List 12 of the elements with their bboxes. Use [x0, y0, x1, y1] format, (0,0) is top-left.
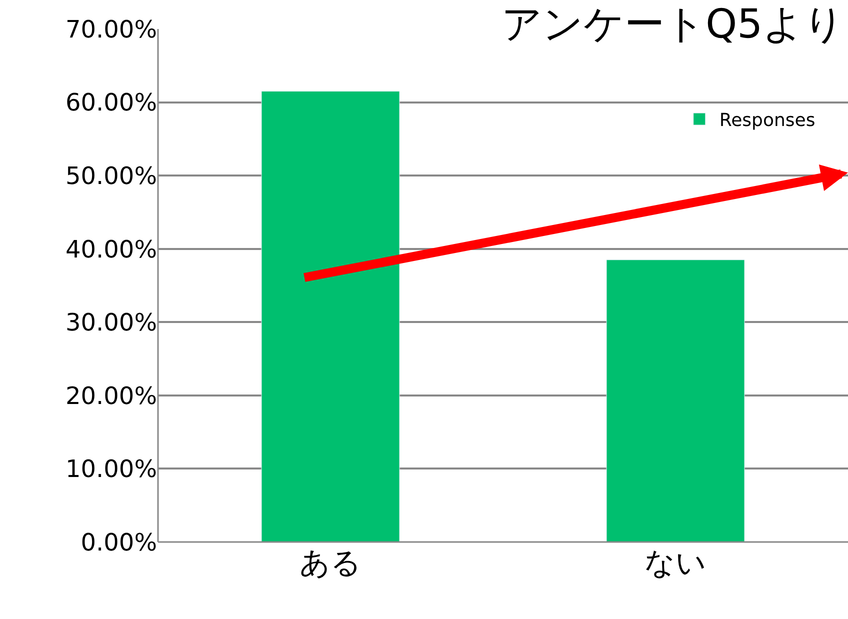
x-tick-label: ある	[300, 546, 362, 581]
x-tick-label: ない	[644, 546, 706, 581]
y-tick-label: 0.00%	[80, 528, 157, 556]
y-tick-label: 10.00%	[65, 455, 157, 484]
y-tick-label: 70.00%	[65, 15, 157, 44]
y-tick-label: 50.00%	[65, 162, 157, 190]
legend-label: Responses	[719, 110, 816, 132]
y-tick-label: 30.00%	[65, 308, 157, 337]
y-tick-label: 60.00%	[65, 88, 157, 117]
y-tick-label: 20.00%	[65, 382, 157, 410]
y-tick-label: 40.00%	[65, 235, 157, 264]
chart-title: アンケートQ5より	[502, 1, 845, 48]
